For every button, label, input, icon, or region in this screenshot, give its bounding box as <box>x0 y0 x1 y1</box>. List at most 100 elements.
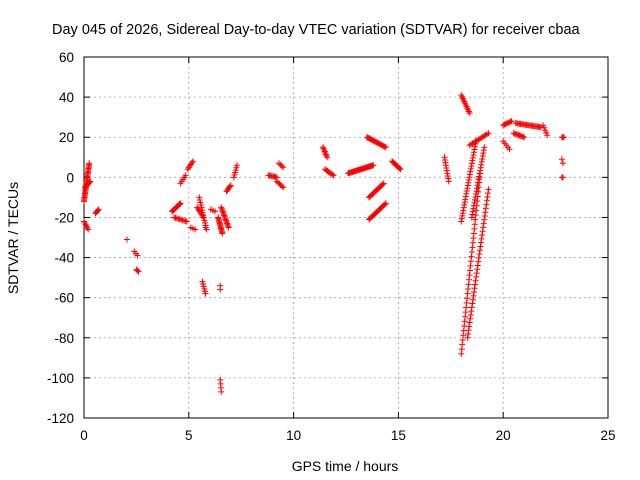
data-point <box>382 144 389 151</box>
data-point <box>474 185 480 192</box>
data-point <box>480 147 487 154</box>
y-tick-label: -120 <box>47 411 74 426</box>
data-point <box>182 172 189 179</box>
data-point <box>478 161 485 168</box>
data-point <box>470 292 477 299</box>
data-point <box>465 176 472 183</box>
data-point <box>468 304 475 311</box>
data-point <box>459 210 466 217</box>
data-point <box>86 179 93 186</box>
data-point <box>463 188 470 195</box>
data-point <box>86 179 93 186</box>
data-point <box>277 161 284 168</box>
data-point <box>471 285 478 292</box>
data-point <box>482 209 489 216</box>
data-point <box>322 151 329 158</box>
data-point <box>507 118 514 125</box>
data-point <box>472 277 479 284</box>
data-point <box>234 162 241 169</box>
x-tick-label: 25 <box>600 428 615 443</box>
data-point <box>474 182 481 189</box>
data-point <box>396 165 403 172</box>
data-point <box>197 199 204 206</box>
data-point <box>445 178 452 185</box>
data-point <box>480 224 487 231</box>
data-point <box>321 148 328 155</box>
data-point <box>540 122 547 129</box>
data-point <box>177 200 184 207</box>
data-point <box>461 199 468 206</box>
axis-ticks: 0 5 10 15 20 25 -120 -100 -80 -60 -40 -20 0 20 40 60 <box>47 50 616 443</box>
data-point <box>469 208 476 215</box>
data-point <box>123 236 130 243</box>
data-point <box>472 191 479 198</box>
data-point <box>329 171 336 178</box>
data-point <box>225 224 232 231</box>
data-point <box>379 181 386 188</box>
data-point <box>460 204 467 211</box>
data-point <box>319 144 326 151</box>
data-point <box>198 204 205 211</box>
data-point <box>541 124 548 131</box>
data-point <box>472 193 479 200</box>
data-point <box>370 162 377 169</box>
data-point <box>202 290 209 297</box>
data-point <box>478 239 485 246</box>
data-point <box>134 252 141 259</box>
data-point <box>458 218 465 225</box>
data-point <box>320 145 327 152</box>
x-tick-label: 0 <box>80 428 88 443</box>
data-point <box>199 209 206 216</box>
data-point <box>470 149 477 156</box>
data-point <box>275 160 282 167</box>
data-point <box>485 130 492 137</box>
data-point <box>85 226 92 233</box>
data-point <box>475 179 482 186</box>
data-point <box>465 179 472 186</box>
data-point <box>86 160 93 167</box>
chart-title: Day 045 of 2026, Sidereal Day-to-day VTE… <box>52 22 581 38</box>
data-point <box>217 286 224 293</box>
data-point <box>480 150 487 157</box>
data-point <box>192 226 199 233</box>
data-point <box>466 174 473 181</box>
data-point <box>95 206 102 213</box>
data-point <box>278 183 285 190</box>
data-point <box>481 213 488 220</box>
data-point <box>471 199 478 206</box>
data-point <box>471 196 478 203</box>
data-point <box>469 157 476 164</box>
data-point <box>462 196 469 203</box>
data-point <box>485 186 492 193</box>
data-point <box>479 228 486 235</box>
y-tick-label: -20 <box>54 210 74 225</box>
plot-frame <box>83 56 609 419</box>
data-point <box>227 182 234 189</box>
data-point <box>94 207 101 214</box>
data-point <box>464 182 471 189</box>
data-point <box>458 215 465 222</box>
data-point <box>474 262 481 269</box>
data-point <box>382 200 389 207</box>
data-point <box>466 323 473 330</box>
data-point <box>478 235 485 242</box>
data-point <box>176 201 183 208</box>
data-point <box>330 172 337 179</box>
data-point <box>475 254 482 261</box>
data-points <box>81 92 567 395</box>
data-point <box>483 201 490 208</box>
data-point <box>176 201 183 208</box>
data-point <box>560 134 567 141</box>
data-point <box>219 230 226 237</box>
y-tick-label: 60 <box>59 50 74 65</box>
data-point <box>544 132 551 139</box>
data-point <box>467 311 474 318</box>
x-tick-label: 15 <box>391 428 406 443</box>
data-point <box>280 164 287 171</box>
data-point <box>484 190 491 197</box>
data-point <box>135 268 142 275</box>
data-point <box>479 153 486 160</box>
data-point <box>473 188 480 195</box>
data-point <box>201 217 208 224</box>
